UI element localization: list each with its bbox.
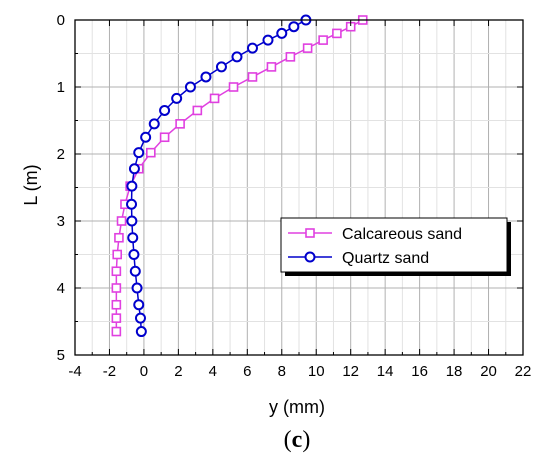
x-tick-label: -2	[103, 363, 116, 380]
x-tick-label: 8	[278, 363, 286, 380]
data-point-square	[266, 62, 277, 72]
data-point-circle	[246, 42, 258, 54]
panel-label: (c)	[284, 427, 311, 453]
x-tick-label: 2	[174, 363, 182, 380]
data-point-square	[111, 299, 122, 310]
legend: Calcareous sand Quartz sand	[280, 217, 511, 276]
panel-label-close: )	[302, 427, 310, 453]
data-point-square	[175, 119, 185, 129]
data-point-square	[192, 105, 203, 116]
data-point-circle	[133, 147, 145, 159]
legend-marker-square	[305, 228, 315, 238]
x-tick-label: 16	[411, 363, 428, 380]
data-point-circle	[131, 282, 143, 294]
data-point-square	[332, 28, 342, 39]
data-point-circle	[128, 249, 140, 260]
series-circle	[126, 14, 312, 338]
data-point-circle	[231, 51, 243, 63]
data-point-square	[209, 93, 220, 104]
data-point-circle	[126, 215, 138, 227]
y-tick-label: 5	[57, 347, 65, 364]
data-point-circle	[134, 312, 146, 324]
data-point-circle	[133, 299, 145, 311]
legend-entries: Calcareous sand Quartz sand	[288, 226, 462, 267]
data-point-square	[111, 283, 122, 293]
y-tick-label: 1	[57, 79, 65, 96]
x-tick-label: 6	[243, 363, 251, 380]
data-point-circle	[171, 92, 183, 104]
data-point-circle	[288, 21, 300, 33]
x-tick-label: 22	[515, 363, 532, 380]
data-point-square	[111, 326, 122, 337]
data-point-circle	[262, 34, 274, 46]
x-tick-label: 18	[446, 363, 463, 380]
data-point-square	[228, 82, 239, 92]
x-axis-title: y (mm)	[269, 397, 325, 417]
data-point-square	[318, 35, 328, 45]
data-point-circle	[127, 232, 139, 244]
legend-label: Quartz sand	[342, 250, 429, 267]
y-tick-label: 2	[57, 146, 65, 163]
y-tick-label: 4	[57, 280, 65, 297]
data-point-square	[116, 216, 127, 226]
data-point-square	[112, 249, 123, 260]
data-point-circle	[128, 163, 140, 175]
data-point-circle	[129, 265, 141, 277]
x-tick-label: 4	[209, 363, 217, 380]
x-tick-label: 10	[308, 363, 325, 380]
data-point-circle	[140, 131, 152, 143]
legend-marker-circle	[304, 251, 316, 263]
data-point-square	[111, 266, 122, 277]
data-point-circle	[184, 81, 196, 93]
legend-entry: Calcareous sand	[288, 226, 462, 243]
data-point-circle	[200, 71, 212, 83]
data-point-circle	[126, 180, 138, 192]
x-tick-label: -4	[68, 363, 81, 380]
y-tick-label: 3	[57, 213, 65, 230]
y-axis-title: L (m)	[21, 164, 41, 205]
legend-label: Calcareous sand	[342, 226, 462, 243]
data-point-circle	[215, 61, 227, 73]
data-point-square	[285, 52, 296, 62]
legend-entry: Quartz sand	[288, 250, 429, 267]
data-point-square	[302, 43, 313, 53]
series-layer	[111, 14, 368, 338]
panel-label-open: (	[284, 427, 292, 453]
data-point-circle	[135, 326, 147, 338]
x-tick-label: 14	[377, 363, 394, 380]
data-point-square	[159, 132, 170, 143]
data-point-circle	[126, 198, 138, 210]
data-point-square	[111, 313, 122, 323]
data-point-square	[146, 147, 156, 158]
y-tick-label: 0	[57, 12, 65, 29]
series-line	[115, 19, 364, 332]
panel-label-letter: c	[292, 427, 303, 453]
data-point-square	[247, 72, 258, 82]
data-point-circle	[148, 118, 160, 130]
data-point-circle	[159, 104, 171, 116]
legend-box	[280, 217, 508, 273]
x-tick-label: 20	[480, 363, 497, 380]
axes	[74, 19, 524, 356]
data-point-square	[114, 232, 124, 243]
x-tick-label: 12	[342, 363, 359, 380]
x-tick-label: 0	[140, 363, 148, 380]
data-point-circle	[276, 27, 288, 39]
